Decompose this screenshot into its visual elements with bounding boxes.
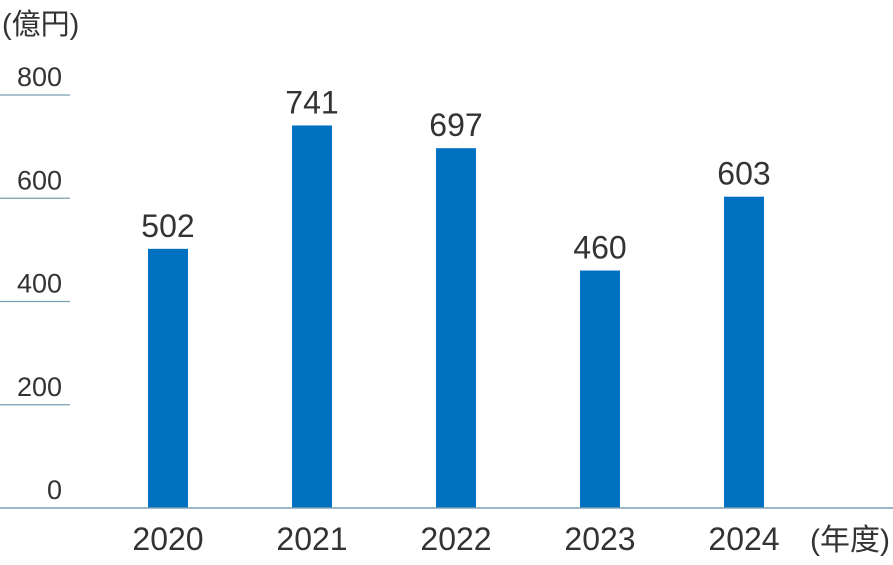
y-tick-label: 800 [17, 62, 62, 92]
y-tick-label: 0 [47, 475, 62, 505]
y-axis: 0 200 400 600 800 [0, 62, 70, 505]
y-tick-label: 400 [17, 269, 62, 299]
x-axis: 2020 2021 2022 2023 2024 [0, 507, 893, 557]
y-unit-label: (億円) [2, 8, 79, 41]
data-label-2022: 697 [429, 107, 482, 143]
data-labels: 502 741 697 460 603 [141, 84, 770, 265]
x-tick-label-2024: 2024 [708, 521, 779, 557]
y-tick-label: 600 [17, 165, 62, 195]
data-label-2020: 502 [141, 208, 194, 244]
x-tick-label-2020: 2020 [132, 521, 203, 557]
y-tick-label: 200 [17, 372, 62, 402]
bars [148, 125, 764, 509]
bar-2021 [292, 125, 332, 509]
bar-2023 [580, 270, 620, 508]
data-label-2023: 460 [573, 230, 626, 266]
data-label-2024: 603 [717, 156, 770, 192]
bar-2020 [148, 248, 188, 508]
x-tick-label-2023: 2023 [564, 521, 635, 557]
x-unit-label: (年度) [810, 524, 890, 557]
bar-2024 [724, 196, 764, 509]
data-label-2021: 741 [285, 84, 338, 120]
x-tick-label-2021: 2021 [276, 521, 347, 557]
x-tick-label-2022: 2022 [420, 521, 491, 557]
bar-2022 [436, 148, 476, 508]
